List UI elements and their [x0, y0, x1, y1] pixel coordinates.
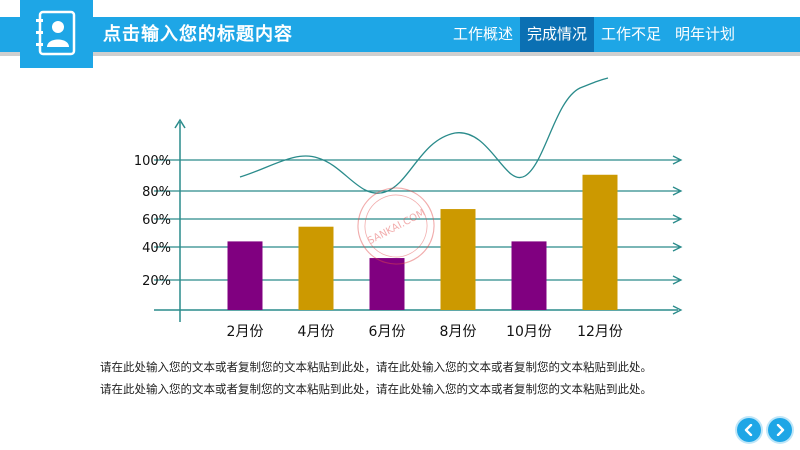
y-tick-label: 60% — [142, 213, 171, 228]
bar — [440, 209, 476, 310]
y-tick-label: 40% — [142, 241, 171, 256]
y-tick-label: 20% — [142, 274, 171, 289]
trend-curve — [239, 77, 609, 194]
x-tick-label: 2月份 — [227, 324, 264, 340]
grid-arrow — [672, 186, 683, 196]
bar — [582, 174, 618, 310]
y-tick-label: 80% — [142, 185, 171, 200]
y-tick-label: 100% — [134, 154, 171, 169]
body-text-line-1: 请在此处输入您的文本或者复制您的文本粘贴到此处，请在此处输入您的文本或者复制您的… — [100, 360, 652, 374]
next-button[interactable] — [768, 418, 792, 442]
bar — [298, 226, 334, 310]
header-bar — [0, 17, 800, 52]
chevron-left-icon — [744, 424, 753, 436]
page-title: 点击输入您的标题内容 — [103, 24, 293, 45]
header-divider — [0, 52, 800, 56]
stamp-ring — [357, 187, 435, 265]
x-tick-label: 6月份 — [369, 324, 406, 340]
bar — [369, 258, 405, 310]
grid-arrow — [672, 242, 683, 252]
bar — [227, 241, 263, 310]
prev-button[interactable] — [737, 418, 761, 442]
x-tick-label: 4月份 — [298, 324, 335, 340]
body-text: 请在此处输入您的文本或者复制您的文本粘贴到此处，请在此处输入您的文本或者复制您的… — [100, 356, 760, 400]
tab-bar: 工作概述 完成情况 工作不足 明年计划 — [446, 17, 742, 52]
tab-overview[interactable]: 工作概述 — [452, 25, 513, 43]
chevron-right-icon — [776, 424, 785, 436]
x-axis-arrow — [672, 305, 683, 315]
x-tick-label: 8月份 — [440, 324, 477, 340]
grid-arrow — [672, 214, 683, 224]
x-tick-label: 10月份 — [506, 324, 552, 340]
tab-completion[interactable]: 完成情况 — [519, 17, 594, 52]
body-text-line-2: 请在此处输入您的文本或者复制您的文本粘贴到此处，请在此处输入您的文本或者复制您的… — [100, 382, 652, 396]
stamp-text: SANKAI.COM — [366, 208, 427, 248]
stamp-ring-inner — [364, 194, 428, 258]
contact-book-icon — [36, 10, 76, 56]
bar — [511, 241, 547, 310]
x-tick-label: 12月份 — [577, 324, 623, 340]
tab-next-year-plan[interactable]: 明年计划 — [674, 25, 735, 43]
tab-shortcomings[interactable]: 工作不足 — [600, 25, 661, 43]
logo-box — [20, 0, 93, 68]
grid-arrow — [672, 275, 683, 285]
y-axis-arrow — [174, 118, 186, 129]
grid-arrow — [672, 155, 683, 165]
